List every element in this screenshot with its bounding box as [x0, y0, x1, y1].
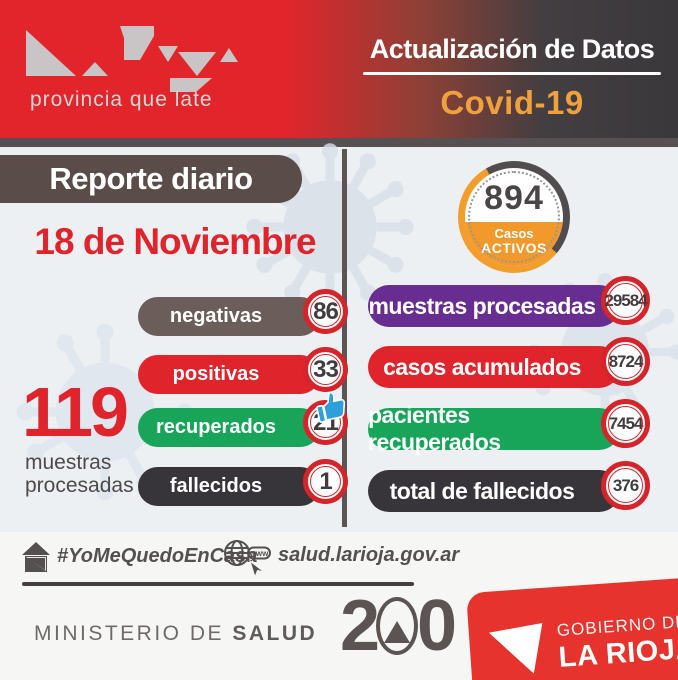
stat-label: fallecidos	[169, 475, 263, 497]
report-badge: Reporte diario	[0, 155, 302, 203]
logo-tagline: provincia que late	[30, 88, 213, 111]
bicentennial-logo: 2 0	[340, 586, 457, 666]
www-label: www	[249, 549, 269, 558]
samples-total-label: muestras procesadas	[25, 451, 134, 498]
bicentennial-digit: 0	[417, 586, 457, 666]
dotted-ring	[468, 171, 560, 263]
stat-label: muestras procesadas	[368, 292, 596, 319]
house-icon	[22, 542, 50, 572]
stat-pill-positivas: positivas 33	[138, 347, 348, 394]
stat-pill-recuperados: recuperados 21	[138, 400, 348, 447]
header-subtitle: Covid-19	[440, 84, 584, 121]
total-pill-muestras: muestras procesadas 29584	[368, 276, 650, 327]
stat-label: negativas	[169, 305, 263, 327]
column-divider	[342, 149, 347, 527]
stat-label: casos acumulados	[383, 353, 581, 380]
ministry-label: MINISTERIO DE SALUD	[34, 622, 318, 645]
report-date: 18 de Noviembre	[34, 221, 316, 262]
stat-label: recuperados	[155, 416, 277, 438]
stat-label: positivas	[172, 363, 260, 385]
header-banner: provincia que late Actualización de Dato…	[0, 0, 678, 138]
stat-label: pacientes recuperados	[368, 402, 501, 455]
stat-value-badge: 29584	[601, 276, 650, 325]
bicentennial-digit: 2	[340, 586, 380, 666]
globe-www-icon: www	[224, 540, 271, 579]
total-pill-fallecidos: total de fallecidos 376	[368, 461, 650, 512]
active-cases-inner: 894 Casos ACTIVOS	[465, 168, 563, 266]
samples-total-value: 119	[22, 373, 129, 451]
stat-pill-negativas: negativas 86	[138, 289, 348, 336]
header-separator-bar	[0, 138, 678, 147]
stat-value-badge: 86	[303, 289, 348, 334]
footer: #YoMeQuedoEnCasa www salud.larioja.gov.a…	[0, 532, 678, 680]
stat-value-badge: 33	[303, 347, 348, 392]
stat-value-badge: 7454	[601, 399, 650, 448]
main-content: Reporte diario 18 de Noviembre 119 muest…	[0, 143, 678, 532]
la-rioja-triangle-icon	[488, 622, 543, 674]
header-title-block: Actualización de Datos Covid-19	[352, 0, 672, 138]
stat-value-badge: 8724	[601, 337, 650, 386]
stat-label: total de fallecidos	[389, 477, 575, 504]
stat-value-badge: 1	[303, 459, 348, 504]
footer-divider-line	[22, 582, 414, 586]
stat-pill-fallecidos: fallecidos 1	[138, 459, 348, 506]
thumbs-up-icon	[316, 391, 346, 423]
total-pill-recuperados: pacientes recuperados 7454	[368, 399, 650, 455]
active-cases-badge: 894 Casos ACTIVOS	[458, 161, 570, 273]
government-badge: GOBIERNO DE LA RIOJA	[466, 575, 678, 680]
stat-value-badge: 376	[601, 461, 650, 510]
mountain-icon	[384, 621, 411, 643]
government-badge-text: GOBIERNO DE LA RIOJA	[556, 611, 678, 674]
website-link[interactable]: salud.larioja.gov.ar	[278, 544, 460, 566]
report-badge-label: Reporte diario	[49, 161, 253, 196]
la-rioja-logo-icon	[26, 26, 238, 92]
total-pill-casos: casos acumulados 8724	[368, 337, 650, 388]
header-title: Actualización de Datos	[369, 34, 655, 64]
title-underline	[363, 72, 661, 75]
stay-home-hashtag: #YoMeQuedoEnCasa	[57, 545, 258, 567]
bicentennial-emblem-icon	[376, 597, 419, 655]
